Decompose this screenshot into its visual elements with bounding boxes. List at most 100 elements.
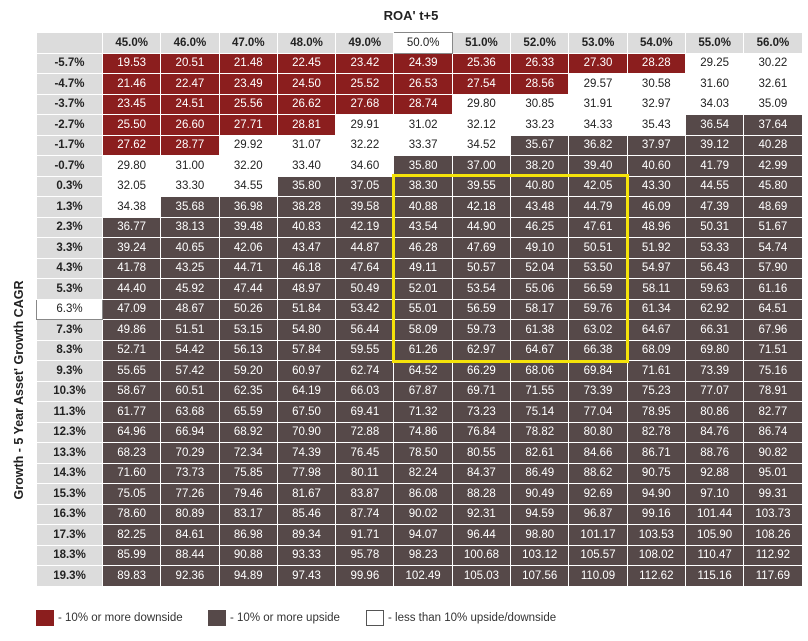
column-header: 46.0% bbox=[160, 32, 220, 54]
table-cell: 64.67 bbox=[510, 339, 570, 361]
table-cell: 53.15 bbox=[218, 319, 278, 341]
table-cell: 54.74 bbox=[743, 237, 803, 259]
table-cell: 27.30 bbox=[568, 52, 628, 74]
table-cell: 86.71 bbox=[626, 442, 686, 464]
table-cell: 36.82 bbox=[568, 134, 628, 156]
table-cell: 54.42 bbox=[160, 339, 220, 361]
table-cell: 51.51 bbox=[160, 319, 220, 341]
table-cell: 101.44 bbox=[684, 503, 745, 525]
row-header: 19.3% bbox=[36, 565, 103, 587]
table-row: 1.3% 34.38 35.68 36.98 38.28 39.58 40.88 42.18 4… bbox=[36, 196, 803, 218]
table-cell: 22.45 bbox=[276, 52, 337, 74]
table-cell: 90.88 bbox=[218, 544, 278, 566]
row-header: 16.3% bbox=[36, 503, 103, 525]
table-cell: 39.58 bbox=[335, 196, 395, 218]
table-cell: 58.67 bbox=[101, 380, 162, 402]
table-cell: 26.62 bbox=[276, 93, 337, 115]
table-cell: 28.81 bbox=[276, 114, 337, 136]
table-cell: 30.85 bbox=[510, 93, 570, 115]
table-cell: 43.48 bbox=[510, 196, 570, 218]
table-cell: 40.88 bbox=[393, 196, 453, 218]
table-cell: 75.05 bbox=[101, 483, 162, 505]
table-cell: 47.09 bbox=[101, 298, 162, 320]
table-cell: 20.51 bbox=[160, 52, 220, 74]
table-cell: 95.78 bbox=[335, 544, 395, 566]
table-cell: 26.53 bbox=[393, 73, 453, 95]
table-row: -2.7% 25.50 26.60 27.71 28.81 29.91 31.02 32.12… bbox=[36, 114, 803, 136]
table-cell: 67.50 bbox=[276, 401, 337, 423]
legend-item-down: - 10% or more downside bbox=[36, 610, 183, 626]
column-header: 51.0% bbox=[451, 32, 512, 54]
header-row: 45.0% 46.0% 47.0% 48.0% 49.0% 50.0% 51.0% 52.0%… bbox=[36, 32, 803, 54]
table-cell: 84.61 bbox=[160, 524, 220, 546]
table-cell: 62.92 bbox=[684, 298, 745, 320]
table-cell: 112.62 bbox=[626, 565, 686, 587]
table-cell: 66.38 bbox=[568, 339, 628, 361]
table-cell: 35.68 bbox=[160, 196, 220, 218]
table-cell: 62.35 bbox=[218, 380, 278, 402]
table-cell: 50.26 bbox=[218, 298, 278, 320]
table-cell: 40.83 bbox=[276, 216, 337, 238]
table-cell: 59.76 bbox=[568, 298, 628, 320]
table-row: 18.3% 85.99 88.44 90.88 93.33 95.78 98.23 100.6… bbox=[36, 544, 803, 566]
table-cell: 64.19 bbox=[276, 380, 337, 402]
table-cell: 71.60 bbox=[101, 462, 162, 484]
table-cell: 36.77 bbox=[101, 216, 162, 238]
table-cell: 53.42 bbox=[335, 298, 395, 320]
table-cell: 99.16 bbox=[626, 503, 686, 525]
table-cell: 98.23 bbox=[393, 544, 453, 566]
row-header: 7.3% bbox=[36, 319, 103, 341]
table-cell: 44.40 bbox=[101, 278, 162, 300]
table-cell: 50.49 bbox=[335, 278, 395, 300]
table-row: 12.3% 64.96 66.94 68.92 70.90 72.88 74.86 76.84… bbox=[36, 421, 803, 443]
table-cell: 68.23 bbox=[101, 442, 162, 464]
table-cell: 73.23 bbox=[451, 401, 512, 423]
table-cell: 32.61 bbox=[743, 73, 803, 95]
table-cell: 52.04 bbox=[510, 257, 570, 279]
table-cell: 40.60 bbox=[626, 155, 686, 177]
table-cell: 82.78 bbox=[626, 421, 686, 443]
table-cell: 80.86 bbox=[684, 401, 745, 423]
table-cell: 85.46 bbox=[276, 503, 337, 525]
table-cell: 35.80 bbox=[276, 175, 337, 197]
table-cell: 43.47 bbox=[276, 237, 337, 259]
table-cell: 36.54 bbox=[684, 114, 745, 136]
table-cell: 55.65 bbox=[101, 360, 162, 382]
row-header: 15.3% bbox=[36, 483, 103, 505]
row-header: 14.3% bbox=[36, 462, 103, 484]
table-cell: 51.84 bbox=[276, 298, 337, 320]
row-header: 8.3% bbox=[36, 339, 103, 361]
data-table: 45.0% 46.0% 47.0% 48.0% 49.0% 50.0% 51.0% 52.0%… bbox=[36, 32, 803, 587]
table-cell: 49.10 bbox=[510, 237, 570, 259]
table-cell: 41.79 bbox=[684, 155, 745, 177]
table-cell: 37.05 bbox=[335, 175, 395, 197]
table-cell: 40.65 bbox=[160, 237, 220, 259]
row-header: 10.3% bbox=[36, 380, 103, 402]
table-cell: 73.73 bbox=[160, 462, 220, 484]
table-cell: 47.61 bbox=[568, 216, 628, 238]
table-cell: 32.22 bbox=[335, 134, 395, 156]
table-cell: 38.28 bbox=[276, 196, 337, 218]
table-cell: 31.60 bbox=[684, 73, 745, 95]
table-cell: 71.51 bbox=[743, 339, 803, 361]
row-header: 1.3% bbox=[36, 196, 103, 218]
table-cell: 29.91 bbox=[335, 114, 395, 136]
table-cell: 27.62 bbox=[101, 134, 162, 156]
legend-label-neutral: - less than 10% upside/downside bbox=[388, 612, 557, 624]
table-cell: 45.92 bbox=[160, 278, 220, 300]
table-cell: 86.49 bbox=[510, 462, 570, 484]
table-cell: 94.59 bbox=[510, 503, 570, 525]
table-cell: 102.49 bbox=[393, 565, 453, 587]
table-cell: 27.71 bbox=[218, 114, 278, 136]
table-row: 5.3% 44.40 45.92 47.44 48.97 50.49 52.01 53.54 5… bbox=[36, 278, 803, 300]
table-cell: 69.71 bbox=[451, 380, 512, 402]
table-cell: 88.44 bbox=[160, 544, 220, 566]
table-cell: 48.96 bbox=[626, 216, 686, 238]
table-cell: 43.30 bbox=[626, 175, 686, 197]
table-cell: 78.82 bbox=[510, 421, 570, 443]
column-header: 52.0% bbox=[510, 32, 570, 54]
row-header: -5.7% bbox=[36, 52, 103, 74]
table-cell: 110.47 bbox=[684, 544, 745, 566]
row-header: 17.3% bbox=[36, 524, 103, 546]
table-cell: 76.84 bbox=[451, 421, 512, 443]
